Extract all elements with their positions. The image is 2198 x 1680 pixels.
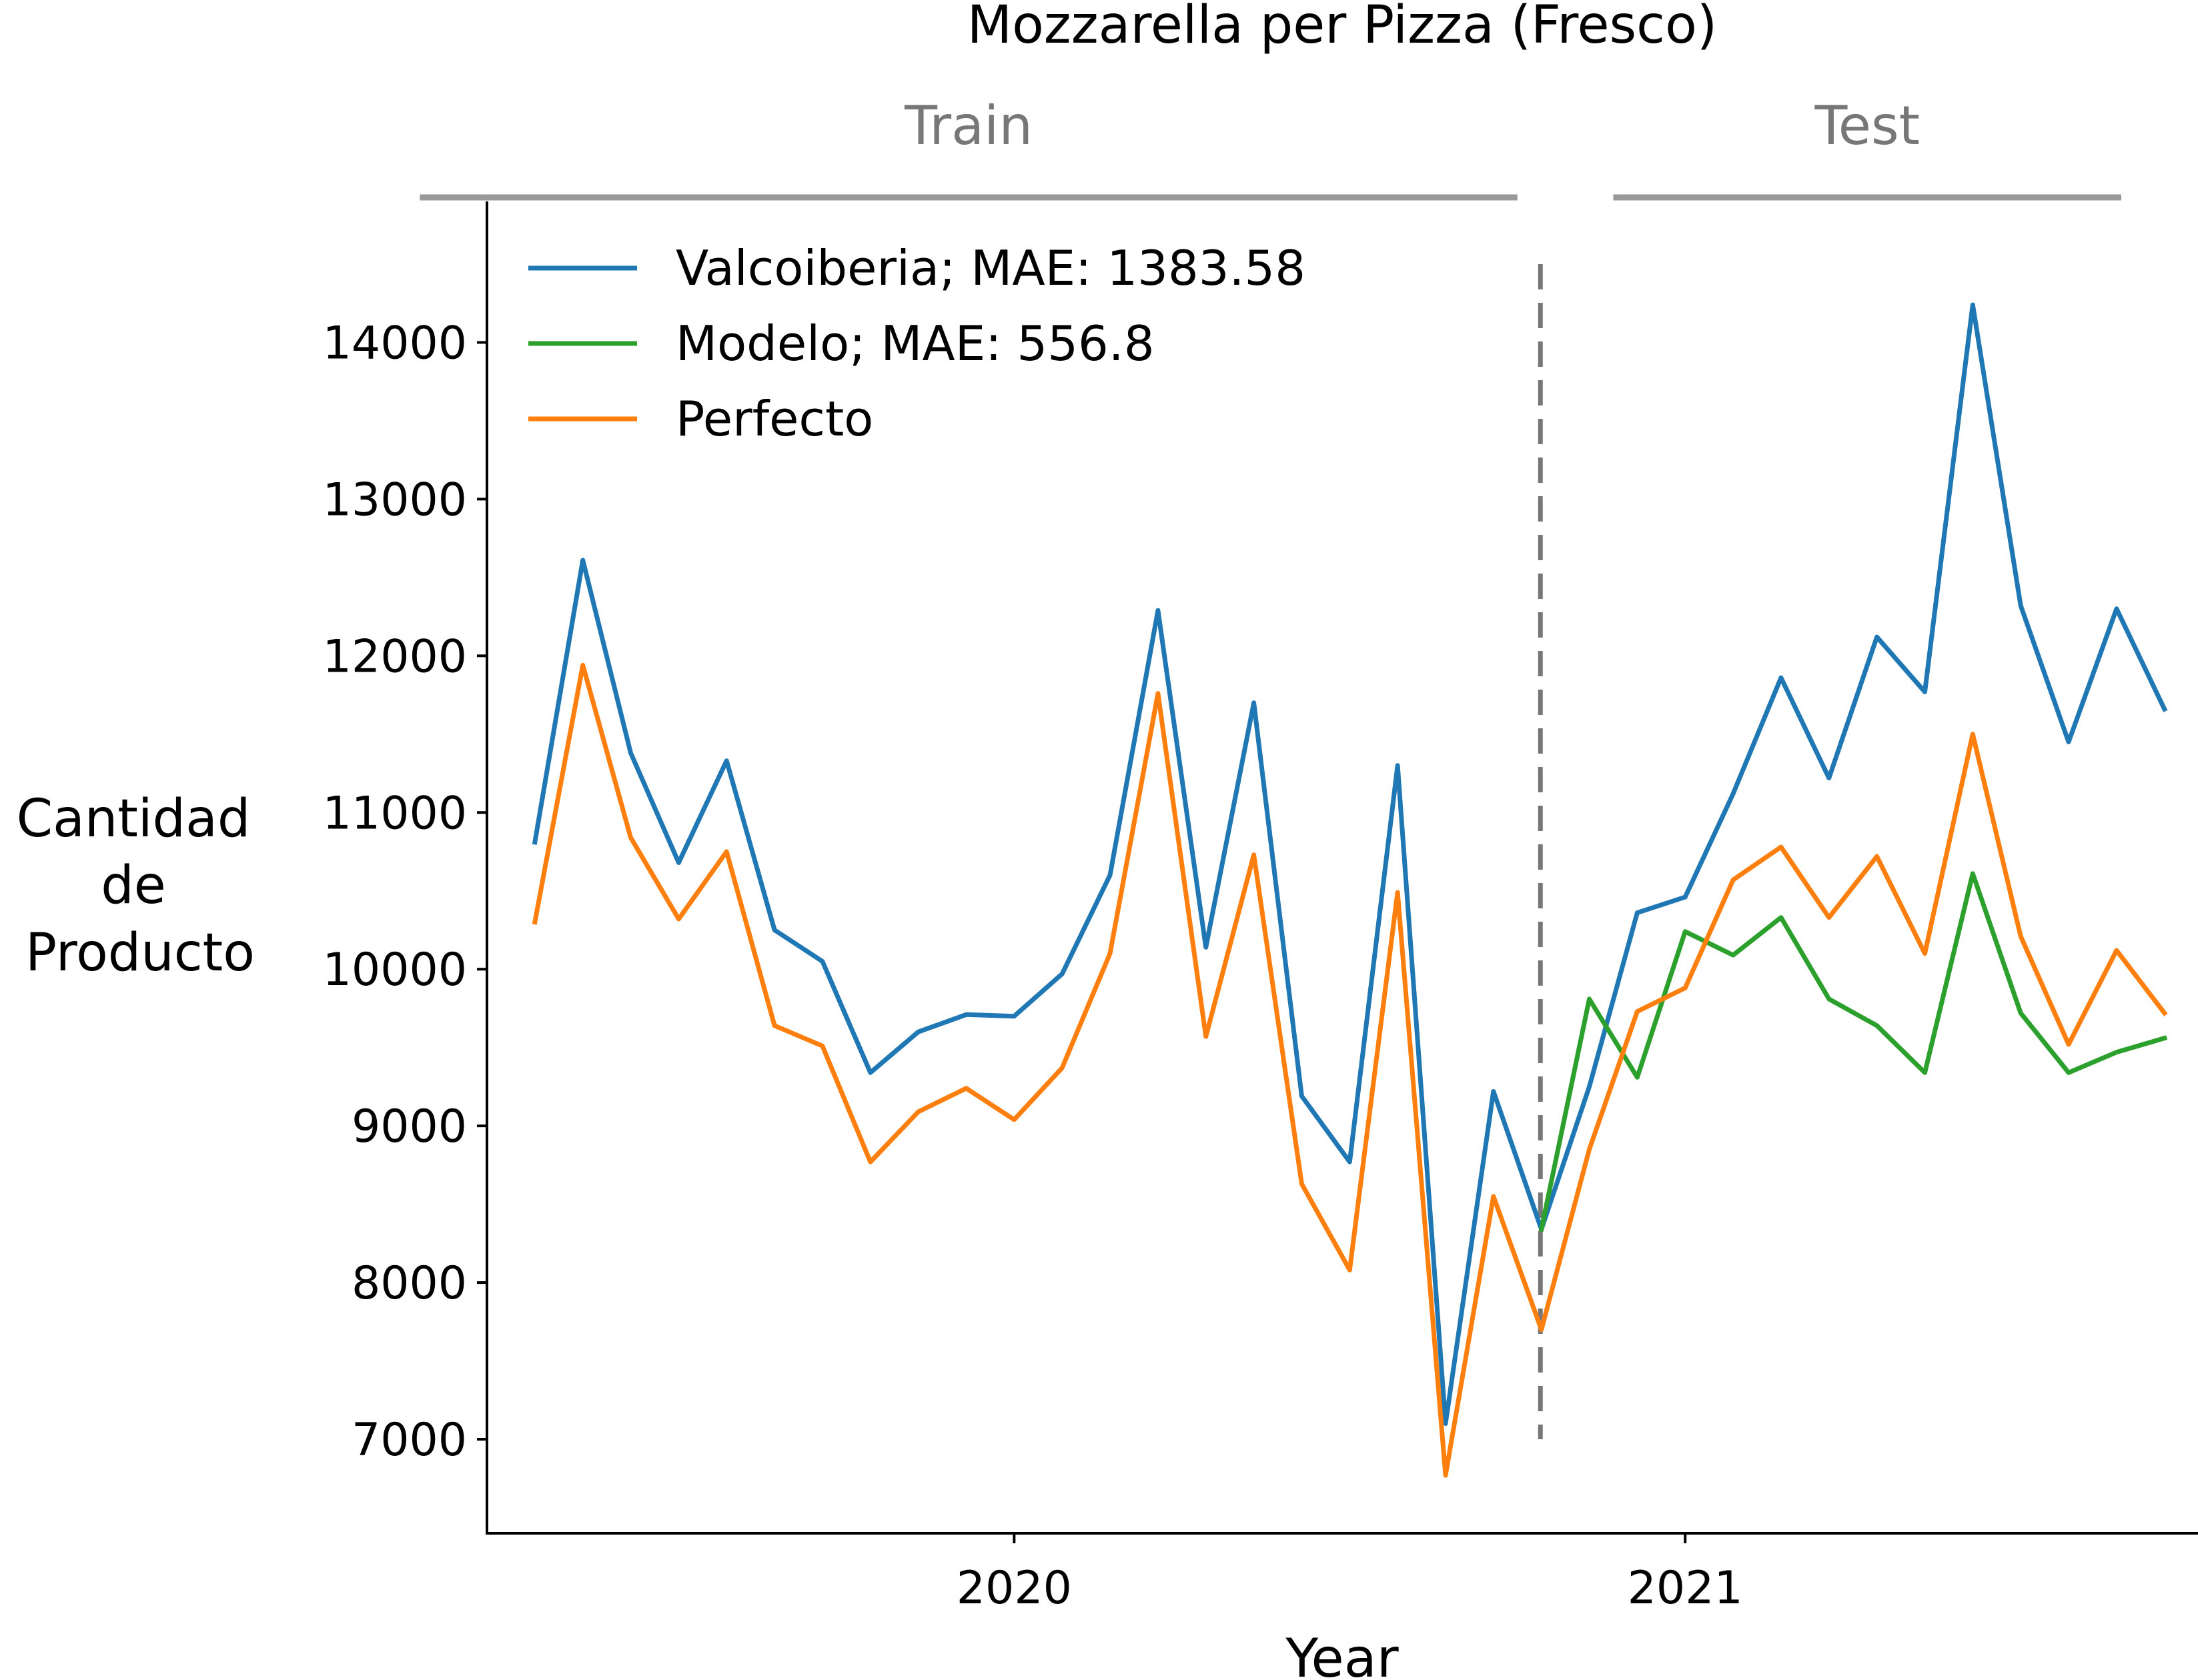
- legend-label-perfecto: Perfecto: [676, 391, 873, 447]
- y-tick-label: 14000: [323, 317, 467, 369]
- y-tick-label: 11000: [323, 787, 467, 840]
- legend: Valcoiberia; MAE: 1383.58 Modelo; MAE: 5…: [528, 240, 1305, 447]
- legend-label-modelo: Modelo; MAE: 556.8: [676, 315, 1155, 371]
- section-markers: Train Test: [420, 95, 2122, 201]
- series-line-2: [532, 662, 2168, 1478]
- test-section-label: Test: [1814, 95, 1920, 157]
- y-axis-label-line-2: de: [101, 856, 166, 916]
- y-axis-label-line-1: Cantidad: [17, 789, 251, 849]
- chart-title: Mozzarella per Pizza (Fresco): [967, 0, 1717, 55]
- y-tick-label: 13000: [323, 474, 467, 526]
- x-axis-ticks: 2020 2021: [957, 1533, 1743, 1615]
- x-axis-label: Year: [1285, 1627, 1398, 1680]
- y-axis-ticks: 7000 8000 9000 10000 11000 12000 13000 14000: [323, 317, 487, 1467]
- y-axis-label: Cantidad de Producto: [17, 789, 255, 983]
- y-tick-label: 7000: [352, 1414, 467, 1467]
- series-line-0: [532, 302, 2168, 1426]
- legend-label-valcoiberia: Valcoiberia; MAE: 1383.58: [676, 240, 1305, 296]
- series-line-1: [1538, 871, 2168, 1232]
- x-tick-label: 2021: [1628, 1562, 1743, 1615]
- y-tick-label: 8000: [352, 1257, 467, 1310]
- series-lines: [532, 302, 2168, 1478]
- y-axis-label-line-3: Producto: [25, 923, 255, 983]
- y-tick-label: 12000: [323, 630, 467, 683]
- x-tick-label: 2020: [957, 1562, 1072, 1615]
- y-tick-label: 10000: [323, 944, 467, 996]
- train-section-label: Train: [904, 95, 1033, 157]
- y-tick-label: 9000: [352, 1100, 467, 1153]
